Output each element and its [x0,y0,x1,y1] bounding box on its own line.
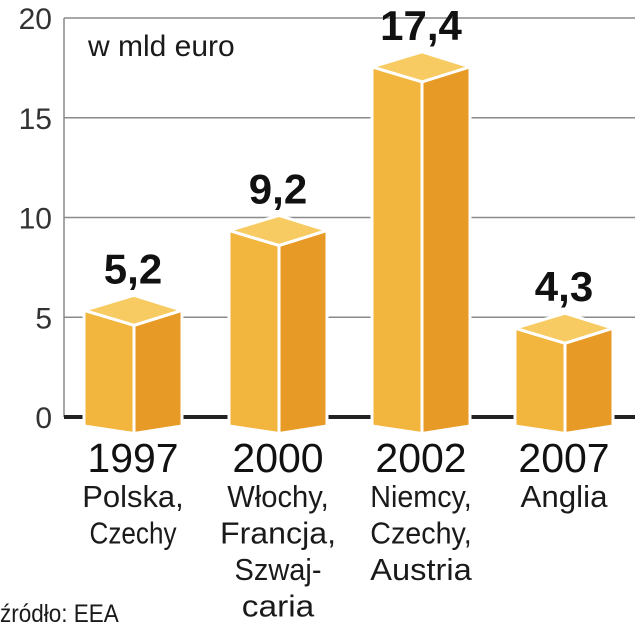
bars: 5,2 9,2 17,4 4,3 [82,2,615,435]
y-tick-label: 5 [35,302,52,335]
bar-front [513,326,567,435]
category-sublabel: Francja, [220,516,336,551]
y-axis-ticks: 0 5 10 15 20 [19,3,52,435]
category-label: 2000 [232,435,323,481]
bar-side [420,65,472,435]
bar-2000: 9,2 [227,165,329,435]
bar-side [563,326,615,435]
category-label: 1997 [87,435,178,481]
value-label: 4,3 [535,263,593,310]
bar-2002: 17,4 [370,2,472,435]
bar-top [227,213,329,247]
category-sublabel: Szwaj- [235,552,322,587]
bar-front [370,65,424,435]
value-label: 17,4 [380,2,462,49]
category-sublabel: caria [242,589,315,624]
bar-front [82,308,136,435]
value-label: 9,2 [249,165,307,212]
bar-1997: 5,2 [82,245,184,435]
y-tick-label: 20 [19,3,52,36]
category-sublabel: Niemcy, [370,479,472,514]
bar-front [227,228,281,435]
category-sublabel: Włochy, [227,479,329,514]
category-sublabel: Czechy, [370,516,472,551]
bar-top [370,50,472,84]
bar-top [513,311,615,345]
y-tick-label: 0 [35,402,52,435]
bar-top [82,293,184,327]
y-tick-label: 10 [19,203,52,236]
category-sublabel: Austria [370,552,472,587]
category-sublabel: Anglia [521,479,609,514]
value-label: 5,2 [104,245,162,292]
category-sublabel: Polska, [82,479,184,514]
bar-side [277,228,329,435]
category-label: 2002 [375,435,466,481]
source-note: źródło: EEA [0,600,119,628]
unit-label: w mld euro [87,30,235,63]
bar-side [132,308,184,435]
category-sublabel: Czechy [90,516,177,551]
bar-2007: 4,3 [513,263,615,435]
category-label: 2007 [518,435,609,481]
y-tick-label: 15 [19,103,52,136]
